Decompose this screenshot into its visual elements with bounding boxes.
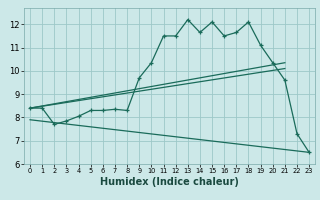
X-axis label: Humidex (Indice chaleur): Humidex (Indice chaleur) [100, 177, 239, 187]
